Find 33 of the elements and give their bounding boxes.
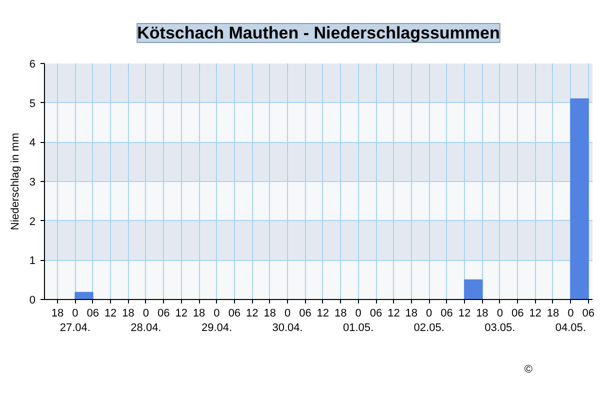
x-tick-label: 18: [51, 308, 64, 320]
y-tick-label: 2: [29, 216, 36, 228]
x-tick-label: 18: [405, 308, 418, 320]
y-tick-label: 5: [29, 98, 36, 110]
x-tick-label: 06: [582, 308, 595, 320]
x-tick-label: 12: [246, 308, 258, 320]
y-tick-label: 4: [29, 137, 36, 150]
x-tick-label: 18: [192, 308, 206, 320]
x-tick-label: 12: [316, 308, 330, 320]
x-tick-label: 06: [370, 308, 382, 320]
x-tick-label: 18: [334, 308, 347, 320]
x-tick-label: 06: [86, 308, 100, 320]
x-tick-label: 06: [440, 308, 453, 320]
y-tick-label: 0: [29, 294, 36, 306]
x-tick-label: 12: [388, 308, 400, 320]
x-tick-label: 18: [476, 308, 488, 320]
x-tick-label: 12: [104, 308, 117, 320]
y-tick-label: 3: [29, 176, 36, 188]
text: ©: [524, 364, 533, 376]
x-tick-label: 18: [546, 308, 560, 320]
x-tick-label: 06: [511, 308, 524, 320]
x-tick-label: 06: [299, 308, 312, 320]
x-tick-label: 18: [122, 308, 134, 320]
x-tick-label: 12: [458, 308, 471, 320]
x-tick-label: 06: [228, 308, 241, 320]
chart-title: Kötschach Mauthen - Niederschlagssummen: [137, 24, 500, 42]
x-tick-label: 06: [158, 308, 170, 320]
y-tick-label: 6: [29, 58, 36, 70]
x-tick-label: 12: [175, 308, 188, 320]
x-tick-label: 12: [529, 308, 542, 320]
y-tick-label: 1: [29, 255, 36, 268]
x-tick-label: 18: [264, 308, 276, 320]
y-axis-title: Niederschlag in mm: [9, 132, 22, 230]
